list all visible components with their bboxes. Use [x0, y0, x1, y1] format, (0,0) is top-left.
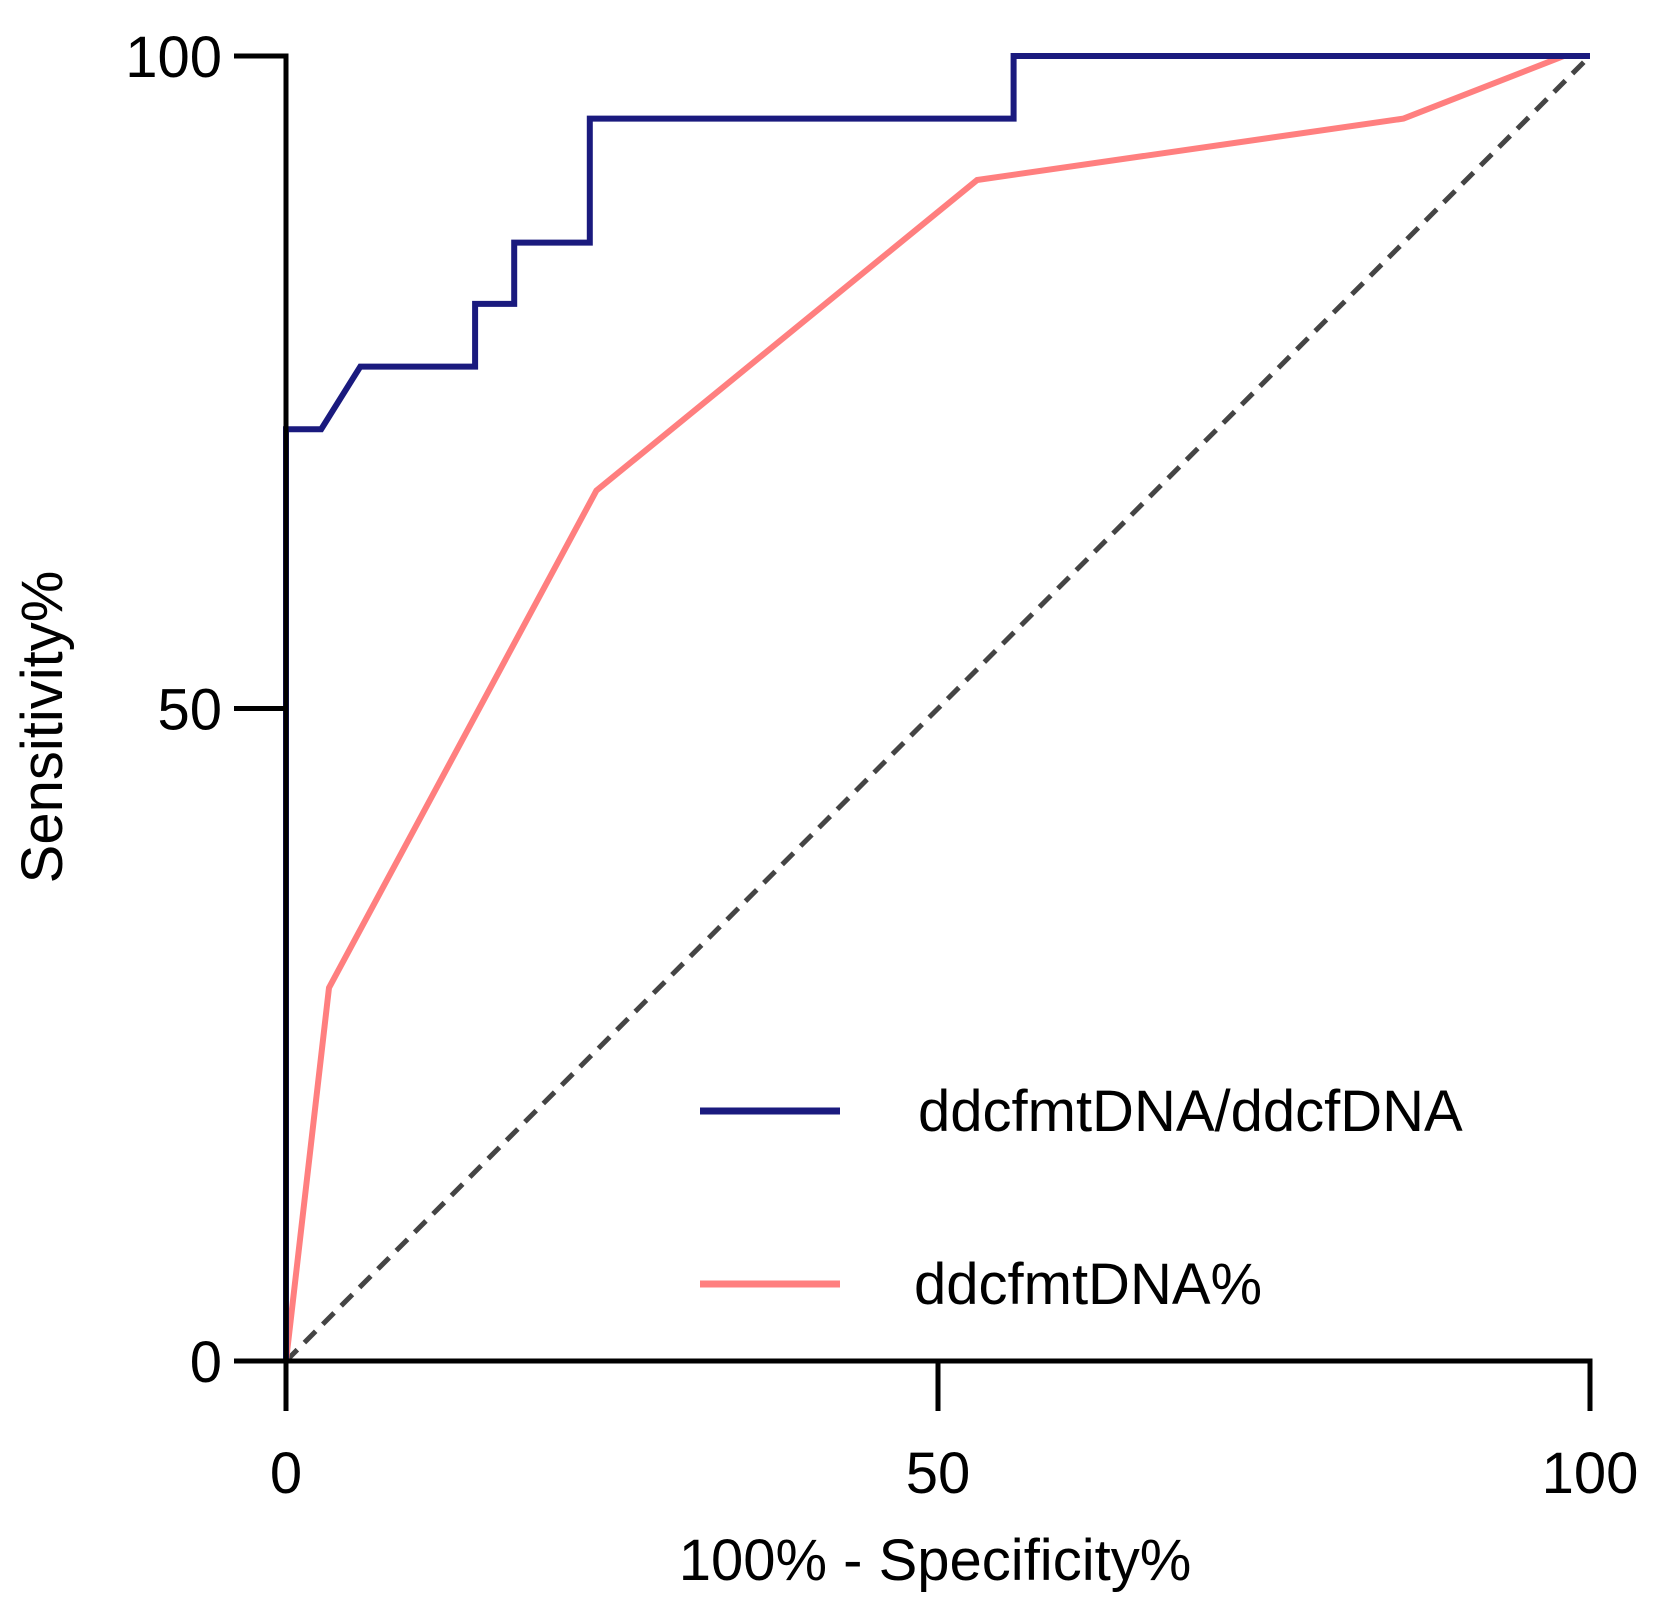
legend-label-series-2: ddcfmtDNA% — [914, 1252, 1262, 1317]
series-line-1 — [283, 53, 1590, 1361]
reference-diagonal-line — [284, 54, 1592, 1363]
y-tick-label-100: 100 — [125, 25, 222, 90]
y-axis-title: Sensitivity% — [10, 571, 75, 884]
ticks-layer: 0 50 100 0 50 100 — [125, 25, 1638, 1506]
y-tick-label-0: 0 — [190, 1330, 222, 1395]
x-tick-label-0: 0 — [270, 1441, 302, 1506]
x-axis-title: 100% - Specificity% — [679, 1528, 1192, 1593]
legend-label-series-1: ddcfmtDNA/ddcfDNA — [918, 1079, 1463, 1144]
plot-lines-layer — [283, 53, 1592, 1363]
y-tick-label-50: 50 — [157, 678, 222, 743]
x-tick-label-100: 100 — [1542, 1441, 1639, 1506]
x-tick-label-50: 50 — [906, 1441, 971, 1506]
legend: ddcfmtDNA/ddcfDNA ddcfmtDNA% — [700, 1079, 1463, 1317]
